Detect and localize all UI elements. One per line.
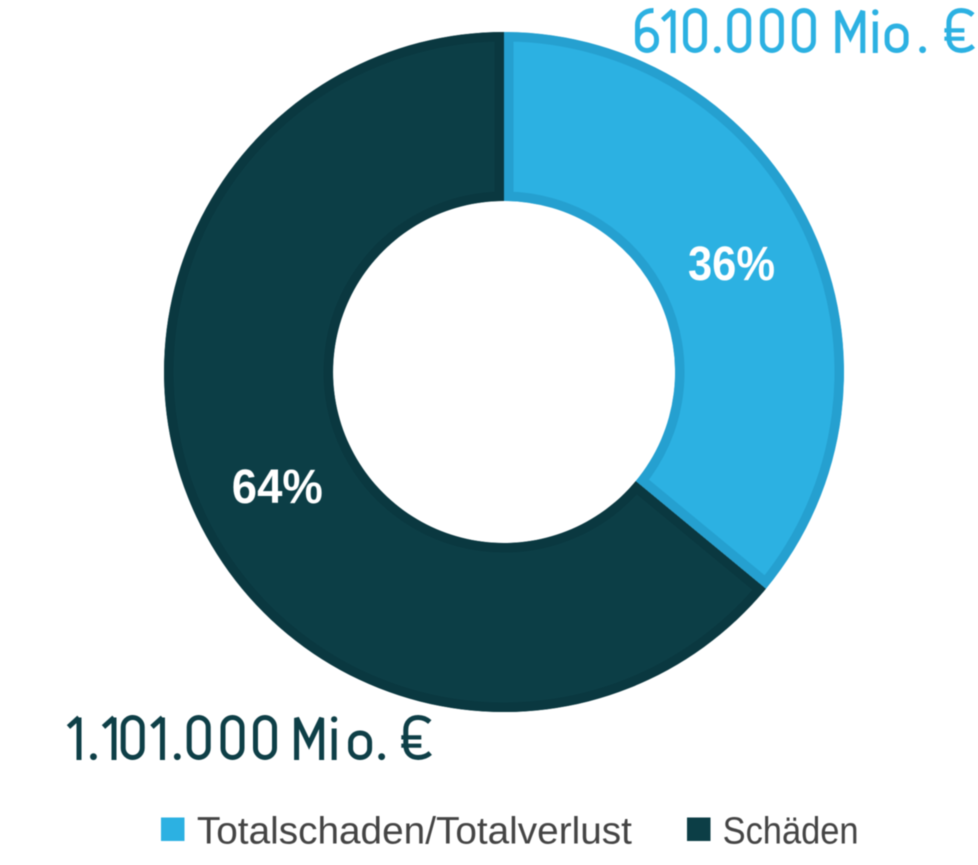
svg-text:Totalschaden/Totalverlust: Totalschaden/Totalverlust bbox=[197, 811, 632, 853]
svg-text:Schäden: Schäden bbox=[723, 811, 859, 853]
svg-text:36%: 36% bbox=[688, 238, 775, 291]
svg-text:64%: 64% bbox=[232, 461, 323, 514]
